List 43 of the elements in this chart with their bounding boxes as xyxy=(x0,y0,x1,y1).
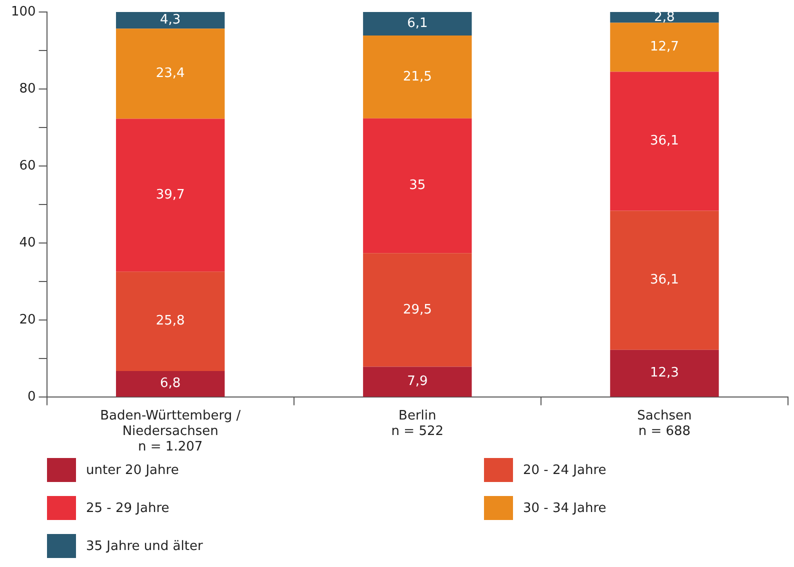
data-label: 12,3 xyxy=(650,366,679,381)
bar xyxy=(363,366,472,397)
y-tick-label: 20 xyxy=(19,312,36,328)
bar xyxy=(610,350,719,397)
bar xyxy=(363,35,472,118)
y-tick-label: 80 xyxy=(19,81,36,96)
legend-label: unter 20 Jahre xyxy=(86,462,179,478)
bar xyxy=(116,118,225,272)
data-label: 29,5 xyxy=(402,302,432,318)
data-label: 36,1 xyxy=(650,134,679,149)
data-label: 23,4 xyxy=(156,66,185,82)
data-label: 25,8 xyxy=(156,314,185,329)
legend-label: 25 - 29 Jahre xyxy=(86,500,170,516)
data-label: 6,1 xyxy=(407,16,428,32)
y-tick-label: 100 xyxy=(10,4,36,20)
bar xyxy=(610,12,719,23)
bar xyxy=(116,28,225,119)
data-label: 4,3 xyxy=(160,12,181,28)
bar xyxy=(610,210,719,350)
y-tick-label: 0 xyxy=(28,390,36,405)
data-label: 7,9 xyxy=(407,374,428,390)
legend-label: 35 Jahre und älter xyxy=(86,538,203,554)
bar xyxy=(363,12,472,36)
y-tick-label: 60 xyxy=(19,158,36,174)
x-tick-label: Sachsen n = 688 xyxy=(637,408,692,439)
bar xyxy=(610,72,719,211)
bar xyxy=(363,253,472,367)
bar xyxy=(116,272,225,372)
legend-label: 30 - 34 Jahre xyxy=(523,500,606,516)
data-label: 21,5 xyxy=(402,69,432,84)
legend-label: 20 - 24 Jahre xyxy=(523,462,606,478)
bar xyxy=(116,12,225,29)
y-tick-label: 40 xyxy=(19,235,36,250)
bar xyxy=(610,22,719,72)
data-label: 6,8 xyxy=(160,376,181,392)
bar xyxy=(363,118,472,254)
data-label: 12,7 xyxy=(650,40,679,55)
data-label: 39,7 xyxy=(156,188,185,203)
x-tick-label: Berlin n = 522 xyxy=(391,408,444,439)
data-label: 35 xyxy=(409,178,426,194)
data-label: 36,1 xyxy=(650,272,679,288)
x-tick-label: Baden-Württemberg / Niedersachsen n = 1.207 xyxy=(100,408,242,455)
bar xyxy=(116,371,225,397)
